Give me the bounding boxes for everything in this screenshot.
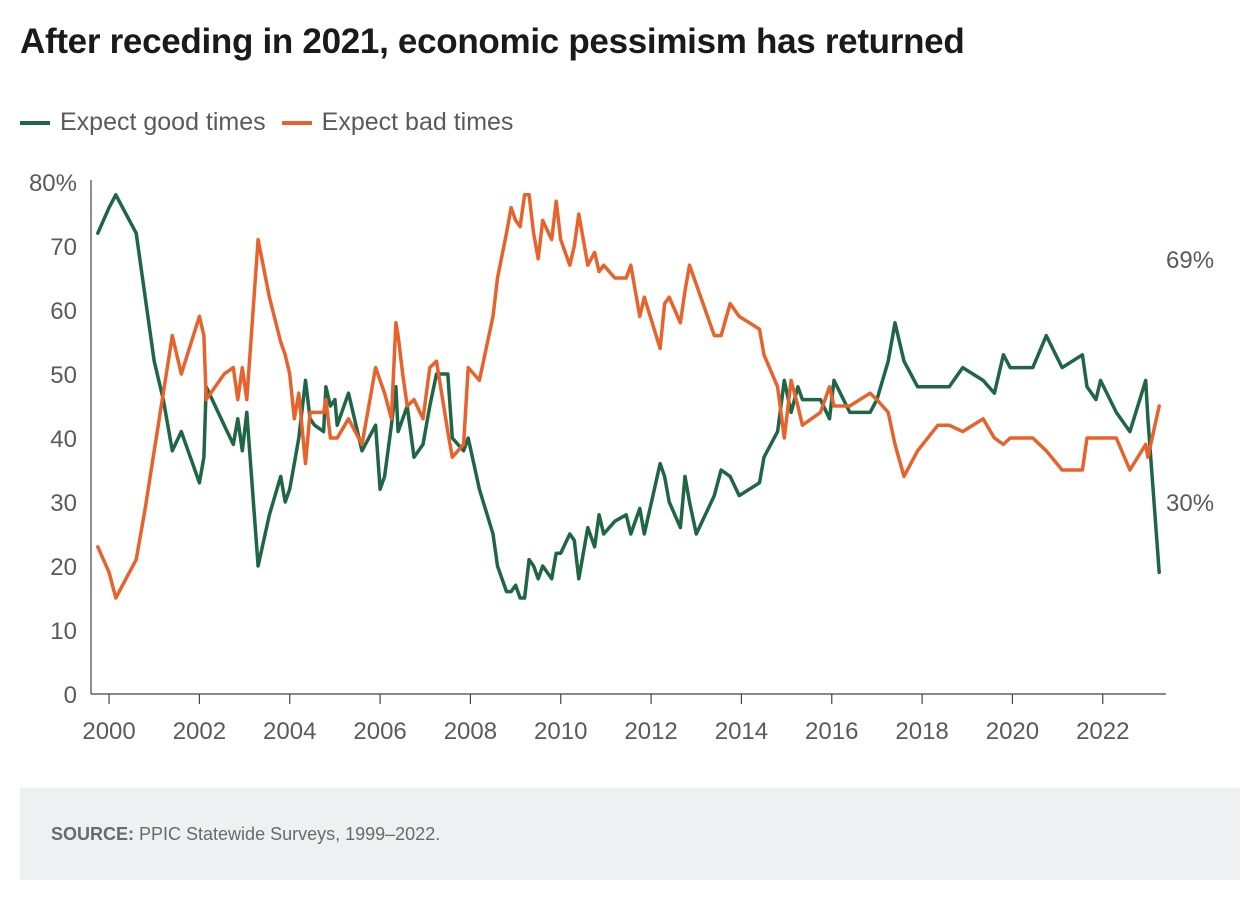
x-tick-label: 2012: [624, 718, 677, 745]
source-text: PPIC Statewide Surveys, 1999–2022.: [134, 824, 441, 844]
x-tick-label: 2004: [263, 718, 316, 745]
line-chart: 0 10 20 30 40 50 60 70 80% 2000 2002 2004 2006 2008 20…: [29, 170, 1214, 745]
x-tick-label: 2020: [986, 718, 1039, 745]
x-tick-label: 2014: [715, 718, 768, 745]
source-label: SOURCE:: [51, 824, 135, 844]
x-tick-label: 2008: [444, 718, 497, 745]
series-line-expect-bad-times: [96, 193, 1161, 600]
y-tick-label: 50: [50, 362, 77, 389]
end-label-bad: 69%: [1166, 247, 1214, 274]
legend-label-bad: Expect bad times: [321, 108, 514, 136]
y-tick-label: 0: [64, 682, 77, 709]
x-tick-label: 2000: [82, 718, 135, 745]
end-label-good: 30%: [1166, 490, 1214, 517]
x-tick-label: 2018: [895, 718, 948, 745]
x-tick-label: 2016: [805, 718, 858, 745]
source-box: SOURCE: PPIC Statewide Surveys, 1999–202…: [20, 788, 1240, 880]
y-tick-label: 20: [50, 554, 77, 581]
source-note: SOURCE: PPIC Statewide Surveys, 1999–202…: [51, 824, 440, 845]
legend-swatch-bad: [281, 120, 312, 125]
legend-item-good: Expect good times: [20, 108, 266, 137]
series-line-expect-good-times: [96, 193, 1161, 600]
legend-swatch-good: [20, 120, 50, 125]
y-tick-label: 60: [50, 298, 77, 325]
x-tick-label: 2006: [353, 718, 406, 745]
y-tick-label: 70: [50, 234, 77, 261]
legend: Expect good times Expect bad times: [20, 108, 529, 137]
y-tick-label: 30: [50, 490, 77, 517]
chart-title: After receding in 2021, economic pessimi…: [20, 22, 965, 61]
x-tick-label: 2022: [1076, 718, 1129, 745]
legend-label-good: Expect good times: [60, 108, 266, 136]
y-tick-label: 80%: [29, 170, 77, 197]
y-tick-label: 40: [50, 426, 77, 453]
x-tick-label: 2002: [173, 718, 226, 745]
y-tick-label: 10: [50, 618, 77, 645]
legend-item-bad: Expect bad times: [281, 108, 514, 137]
x-tick-label: 2010: [534, 718, 587, 745]
